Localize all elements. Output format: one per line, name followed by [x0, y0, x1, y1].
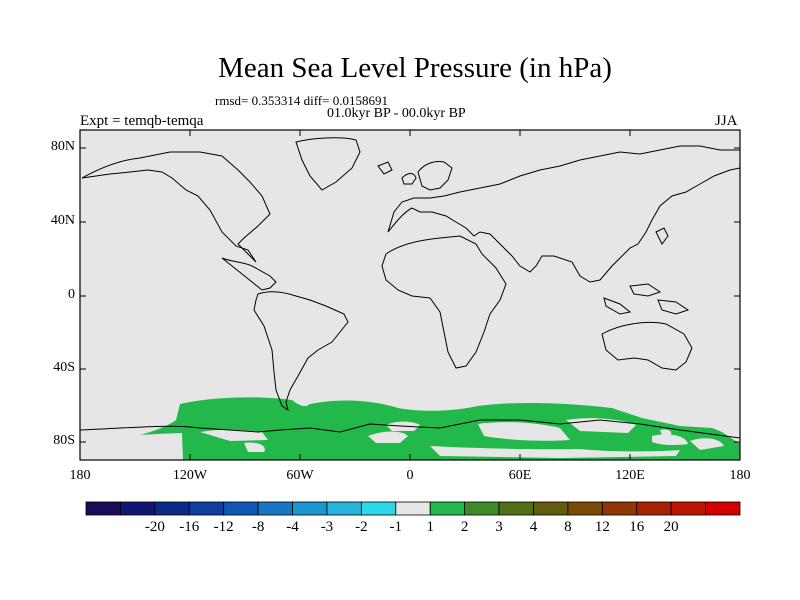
latitude-label: 80S	[53, 433, 75, 448]
coastlines	[79, 137, 741, 439]
colorbar-label: 2	[460, 519, 469, 535]
latitude-label: 40N	[50, 213, 75, 228]
colorbar-swatch	[601, 501, 638, 516]
longitude-label: 120W	[172, 468, 208, 483]
colorbar-swatch	[705, 501, 741, 516]
longitude-label: 180	[729, 468, 751, 483]
stats-text: rmsd= 0.353314 diff= 0.0158691	[215, 93, 388, 108]
longitude-label: 120E	[615, 468, 645, 483]
colorbar-label: -3	[320, 519, 334, 535]
colorbar-label: -20	[144, 519, 165, 535]
latitude-label: 80N	[50, 139, 75, 154]
period-text: 01.0kyr BP - 00.0kyr BP	[327, 106, 466, 121]
colorbar-label: 3	[495, 519, 503, 535]
colorbar-swatch	[257, 501, 293, 516]
latitude-label: 40S	[53, 360, 75, 375]
season-label: JJA	[715, 113, 738, 129]
colorbar-swatch	[464, 501, 500, 516]
colorbar-swatch	[223, 501, 259, 516]
longitude-label: 0	[406, 468, 414, 483]
colorbar	[85, 501, 741, 516]
colorbar-label: 12	[594, 519, 610, 535]
colorbar-label: -1	[389, 519, 403, 535]
colorbar-label: 1	[426, 519, 434, 535]
colorbar-swatch	[292, 501, 328, 516]
colorbar-swatch	[567, 501, 603, 516]
colorbar-swatch	[533, 501, 569, 516]
colorbar-label: 16	[629, 519, 645, 535]
colorbar-swatch	[85, 501, 121, 516]
colorbar-label: 4	[529, 519, 538, 535]
chart-title: Mean Sea Level Pressure (in hPa)	[218, 52, 612, 84]
longitude-label: 180	[69, 468, 91, 483]
colorbar-swatch	[360, 501, 397, 516]
colorbar-label: 20	[663, 519, 679, 535]
colorbar-label: 8	[564, 519, 572, 535]
colorbar-swatch	[636, 501, 672, 516]
colorbar-label: -2	[355, 519, 368, 535]
longitude-label: 60W	[286, 468, 314, 483]
colorbar-swatch	[395, 501, 431, 516]
colorbar-swatch	[498, 501, 534, 516]
colorbar-label: -16	[179, 519, 200, 535]
longitude-label: 60E	[508, 468, 532, 483]
colorbar-label: -12	[213, 519, 234, 535]
colorbar-swatch	[120, 501, 156, 516]
latitude-label: 0	[68, 287, 75, 302]
experiment-label: Expt = temqb-temqa	[80, 113, 204, 129]
axis-ticks	[79, 130, 741, 460]
colorbar-swatch	[154, 501, 190, 516]
colorbar-swatch	[326, 501, 362, 516]
colorbar-swatch	[670, 501, 706, 516]
colorbar-label: -4	[286, 519, 299, 535]
colorbar-label: -8	[251, 519, 265, 535]
colorbar-swatch	[429, 501, 466, 516]
colorbar-swatch	[188, 501, 225, 516]
